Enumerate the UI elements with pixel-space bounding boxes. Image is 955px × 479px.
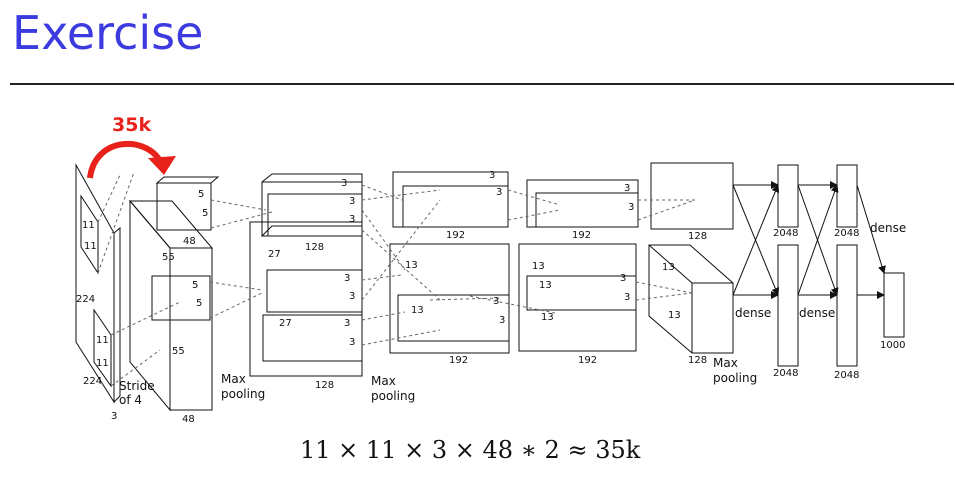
- label-c1-48: 48: [182, 414, 195, 425]
- kernel-patch-upper: [80, 194, 99, 275]
- label-c2-128top: 128: [305, 242, 324, 253]
- label-fc-2048d: 2048: [834, 370, 859, 381]
- conv1-kernel-lower: [151, 275, 211, 321]
- label-c5-128top: 128: [688, 231, 707, 242]
- label-c2-3c: 3: [349, 214, 355, 225]
- label-c2-3f: 3: [344, 318, 350, 329]
- label-c2-128bot: 128: [315, 380, 334, 391]
- label-c3-3b: 3: [496, 187, 502, 198]
- slide-title: Exercise: [12, 6, 204, 60]
- label-c3-13c: 13: [539, 280, 552, 291]
- conv5-top: [650, 162, 734, 230]
- label-c3-192top: 192: [446, 230, 465, 241]
- conv1-top: [128, 200, 214, 249]
- label-c4-3d: 3: [624, 292, 630, 303]
- label-fc-2048c: 2048: [773, 368, 798, 379]
- label-c2-3g: 3: [349, 337, 355, 348]
- fc7-top: [836, 164, 858, 228]
- label-c4-192top: 192: [572, 230, 591, 241]
- label-c3-3c: 3: [493, 296, 499, 307]
- label-c2-27b: 27: [279, 318, 292, 329]
- label-c1-55a: 55: [162, 252, 175, 263]
- label-c5-13a: 13: [662, 262, 675, 273]
- connection-lines: [97, 171, 696, 387]
- label-c2-3e: 3: [349, 291, 355, 302]
- label-c3-3a: 3: [489, 170, 495, 181]
- title-divider: [10, 83, 954, 85]
- label-c4-13a: 13: [532, 261, 545, 272]
- label-c2-3d: 3: [344, 273, 350, 284]
- fc6-top: [777, 164, 799, 228]
- label-stride: Stride of 4: [119, 379, 155, 407]
- label-k11b: 11: [84, 241, 97, 252]
- label-c4-3a: 3: [624, 183, 630, 194]
- label-maxpool3: Max pooling: [713, 356, 757, 385]
- label-dense3: dense: [870, 221, 906, 235]
- label-c3-13b: 13: [411, 305, 424, 316]
- fc7-bottom: [836, 244, 858, 367]
- label-fc-2048a: 2048: [773, 228, 798, 239]
- label-c3-13a: 13: [405, 260, 418, 271]
- label-c4-3b: 3: [628, 202, 634, 213]
- label-dense2: dense: [799, 306, 835, 320]
- label-dense1: dense: [735, 306, 771, 320]
- label-maxpool1: Max pooling: [221, 372, 265, 401]
- input-volume-side: [113, 226, 121, 404]
- label-k11a: 11: [82, 220, 95, 231]
- annotation-35k: 35k: [112, 114, 151, 136]
- label-c3-192bot: 192: [449, 355, 468, 366]
- stride-line1: Stride: [119, 379, 155, 393]
- label-c1-55b: 55: [172, 346, 185, 357]
- label-c3-3d: 3: [499, 315, 505, 326]
- label-c2-27a: 27: [268, 249, 281, 260]
- label-c2-3a: 3: [341, 178, 347, 189]
- label-out-1000: 1000: [880, 340, 905, 351]
- label-c1-5d: 5: [196, 298, 202, 309]
- label-fc-2048b: 2048: [834, 228, 859, 239]
- label-c4-3c: 3: [620, 273, 626, 284]
- label-c5-128bot: 128: [688, 355, 707, 366]
- label-c4-192bot: 192: [578, 355, 597, 366]
- label-c1-5c: 5: [192, 280, 198, 291]
- label-c1-48top: 48: [183, 236, 196, 247]
- conv4-top: [526, 179, 639, 228]
- stride-line2: of 4: [119, 393, 142, 407]
- label-3: 3: [111, 411, 117, 422]
- formula: 11 × 11 × 3 × 48 ∗ 2 ≈ 35k: [300, 436, 641, 464]
- label-k11d: 11: [96, 358, 109, 369]
- label-c1-5b: 5: [202, 208, 208, 219]
- label-c2-3b: 3: [349, 196, 355, 207]
- label-k11c: 11: [96, 335, 109, 346]
- label-c1-5a: 5: [198, 189, 204, 200]
- conv5-bottom: [648, 244, 734, 354]
- label-c4-13b: 13: [541, 312, 554, 323]
- fc6-bottom: [777, 244, 799, 367]
- label-c5-13b: 13: [668, 310, 681, 321]
- label-maxpool2: Max pooling: [371, 374, 415, 403]
- kernel-move-arrow: [87, 141, 176, 179]
- conv1-front: [169, 247, 213, 411]
- fc8-output: [883, 272, 905, 338]
- label-224-side: 224: [76, 294, 95, 305]
- label-224-bottom: 224: [83, 376, 102, 387]
